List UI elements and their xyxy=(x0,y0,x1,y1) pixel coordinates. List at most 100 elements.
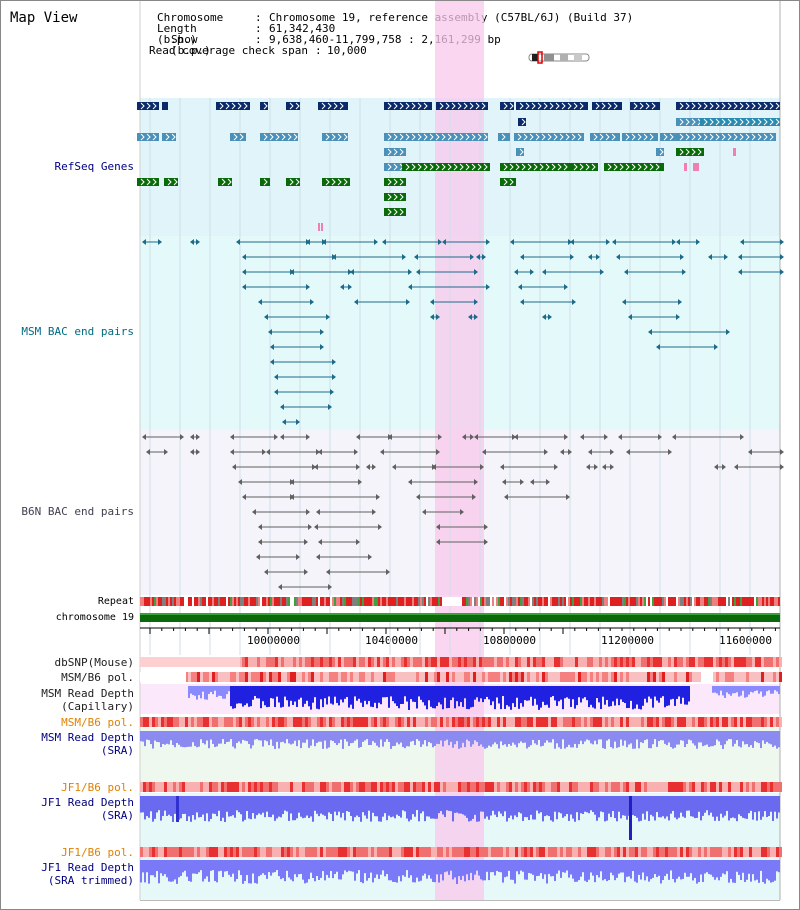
repeat-segment xyxy=(188,597,190,606)
track-label-refseq-genes[interactable]: RefSeq Genes xyxy=(54,160,134,173)
jf1-trim-depth-bar xyxy=(570,860,572,875)
gene-strand-arrow xyxy=(295,102,300,110)
msm-depth-sra-bar xyxy=(408,731,410,747)
msm-pol-sra-cell xyxy=(584,717,587,727)
msm-depth-cap-bar xyxy=(444,686,446,698)
repeat-segment xyxy=(696,597,698,606)
msm-depth-sra-bar xyxy=(540,731,542,747)
msm-pol-cell xyxy=(257,672,260,682)
msm-depth-sra-bar xyxy=(308,731,310,748)
msm-depth-cap-bar xyxy=(452,686,454,698)
jf1-pol-cell xyxy=(338,782,341,792)
jf1-trim-depth-bar xyxy=(308,860,310,880)
repeat-segment xyxy=(762,597,764,606)
msm-pol-sra-cell xyxy=(359,717,362,727)
msm-depth-sra-bar xyxy=(428,731,430,743)
gene-strand-arrow xyxy=(405,133,410,141)
b6n-pair-end xyxy=(474,434,478,440)
jf1-depth-bar xyxy=(498,796,500,812)
msm-pol-sra-cell xyxy=(293,717,296,727)
repeat-segment xyxy=(674,597,676,606)
msm-depth-cap-bar xyxy=(736,686,738,693)
gene-strand-arrow xyxy=(529,133,534,141)
repeat-segment xyxy=(722,597,724,606)
jf1-depth-bar xyxy=(676,796,678,820)
jf1-pol-trim-cell xyxy=(725,847,728,857)
track-label-msm-bac[interactable]: MSM BAC end pairs xyxy=(21,325,134,338)
msm-depth-cap-bar xyxy=(448,686,450,708)
jf1-pol-cell xyxy=(398,782,401,792)
msm-pol-cell xyxy=(320,672,323,682)
jf1-trim-depth-bar xyxy=(316,860,318,876)
msm-depth-sra-bar xyxy=(500,731,502,742)
msm-pair-end xyxy=(322,239,326,245)
msm-depth-sra-bar xyxy=(688,731,690,740)
msm-depth-sra-bar xyxy=(208,731,210,749)
repeat-segment xyxy=(676,597,678,606)
msm-depth-cap-bar xyxy=(404,686,406,697)
msm-depth-cap-bar xyxy=(218,686,220,696)
msm-pol-sra-cell xyxy=(488,717,491,727)
gene-dark xyxy=(216,102,250,110)
dbsnp-cell xyxy=(716,657,719,667)
gene-strand-arrow xyxy=(727,133,732,141)
jf1-depth-bar xyxy=(652,796,654,817)
msm-depth-sra-bar xyxy=(716,731,718,740)
jf1-depth-bar xyxy=(448,796,450,811)
jf1-pol-cell xyxy=(539,782,542,792)
gene-strand-arrow xyxy=(691,118,696,126)
repeat-segment xyxy=(396,597,398,606)
jf1-pol-cell xyxy=(464,782,467,792)
track-label-b6n-bac[interactable]: B6N BAC end pairs xyxy=(21,505,134,518)
gene-strand-arrow xyxy=(697,102,702,110)
jf1-trim-depth-bar xyxy=(216,860,218,883)
msm-depth-cap-bar xyxy=(522,686,524,707)
chromosome-bar xyxy=(140,613,780,622)
b6n-pair-end xyxy=(416,494,420,500)
msm-depth-cap-bar xyxy=(764,686,766,696)
msm-depth-sra-bar xyxy=(282,731,284,742)
msm-pol-cell xyxy=(254,672,257,682)
repeat-segment xyxy=(170,597,172,606)
gene-feature xyxy=(604,163,664,171)
msm-pol-sra-cell xyxy=(305,717,308,727)
jf1-pol-trim-cell xyxy=(224,847,227,857)
repeat-segment xyxy=(162,597,164,606)
jf1-depth-bar xyxy=(444,796,446,817)
msm-depth-sra-line1: MSM Read Depth xyxy=(41,731,134,744)
repeat-segment xyxy=(232,597,234,606)
msm-depth-sra-bar xyxy=(248,731,250,745)
msm-pol-cell xyxy=(227,672,230,682)
jf1-trim-depth-bar xyxy=(228,860,230,875)
jf1-pol-cell xyxy=(692,782,695,792)
repeat-segment xyxy=(254,597,256,606)
gene-strand-arrow xyxy=(399,148,404,156)
jf1-pol-cell xyxy=(497,782,500,792)
msm-depth-sra-bar xyxy=(374,731,376,743)
msm-pol-sra-cell xyxy=(575,717,578,727)
jf1-depth-bar xyxy=(224,796,226,822)
chromosome-ideogram[interactable] xyxy=(528,51,592,65)
msm-depth-sra-bar xyxy=(600,731,602,740)
msm-depth-cap-bar xyxy=(188,686,190,698)
msm-depth-cap-bar xyxy=(688,686,690,702)
gene-strand-arrow xyxy=(423,163,428,171)
msm-depth-sra-bar xyxy=(416,731,418,740)
jf1-pol-trim-cell xyxy=(743,847,746,857)
msm-pair-end xyxy=(606,239,610,245)
msm-depth-sra-bar xyxy=(672,731,674,749)
jf1-depth-bar xyxy=(396,796,398,815)
jf1-depth-bar xyxy=(154,796,156,819)
jf1-pol-trim-cell xyxy=(662,847,665,857)
repeat-segment xyxy=(228,597,230,606)
jf1-trim-depth-bar xyxy=(404,860,406,877)
jf1-pol-cell xyxy=(311,782,314,792)
b6n-pair-end xyxy=(618,434,622,440)
jf1-pol-trim-cell xyxy=(497,847,500,857)
msm-depth-cap-bar xyxy=(678,686,680,697)
repeat-segment xyxy=(774,597,776,606)
msm-depth-sra-bar xyxy=(742,731,744,742)
msm-pol-sra-cell xyxy=(752,717,755,727)
msm-depth-sra-bar xyxy=(268,731,270,746)
